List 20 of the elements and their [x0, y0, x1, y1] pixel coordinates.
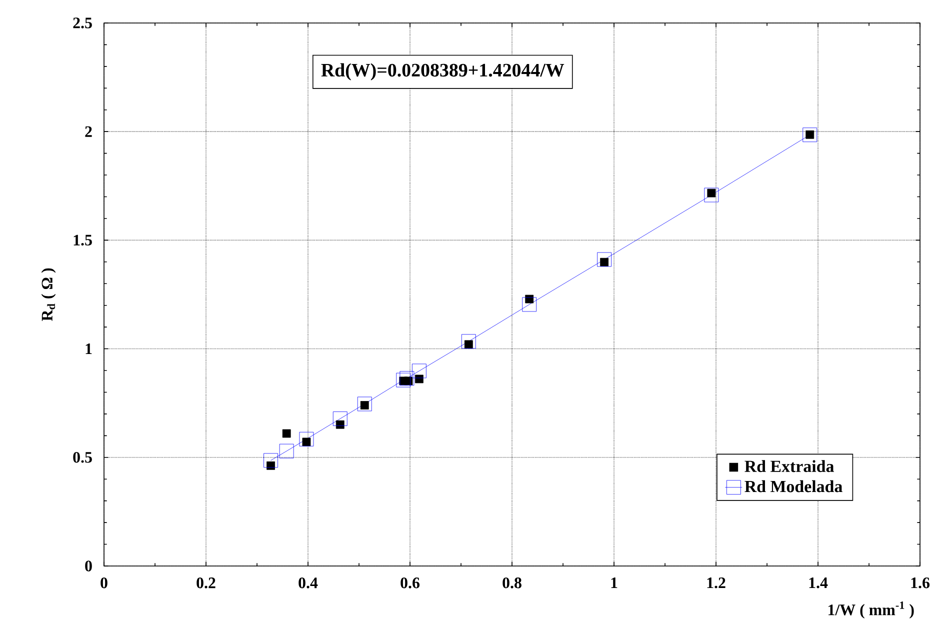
x-tick-label: 1.6 — [911, 578, 930, 588]
y-tick-label: 2.5 — [73, 18, 92, 28]
y-tick-label: 0.5 — [73, 452, 92, 463]
y-tick-label: 0 — [85, 560, 92, 572]
annotation: Rd(W)=0.0208389+1.42044/W — [321, 63, 564, 80]
x-tick-label: 0.6 — [400, 578, 420, 588]
y-tick-label: 2 — [85, 126, 92, 137]
x-tick-label: 0.2 — [196, 578, 216, 588]
y-axis-title: R$_{d}$ ( Ω ) — [41, 268, 56, 321]
x-tick-label: 1.4 — [809, 578, 828, 588]
x-tick-label: 0.4 — [298, 578, 318, 588]
x-tick-label: 0.8 — [502, 578, 522, 588]
legend-label: Rd Extraida — [744, 460, 834, 472]
x-tick-label: 1.2 — [707, 578, 726, 588]
legend-label: Rd Modelada — [744, 480, 842, 492]
x-axis-title: 1/W ( mm$^{-1}$ ) — [828, 602, 914, 618]
y-tick-label: 1 — [86, 344, 92, 354]
x-tick-label: 1 — [611, 578, 618, 588]
x-tick-label: 0 — [100, 578, 108, 588]
y-tick-label: 1.5 — [74, 234, 92, 246]
